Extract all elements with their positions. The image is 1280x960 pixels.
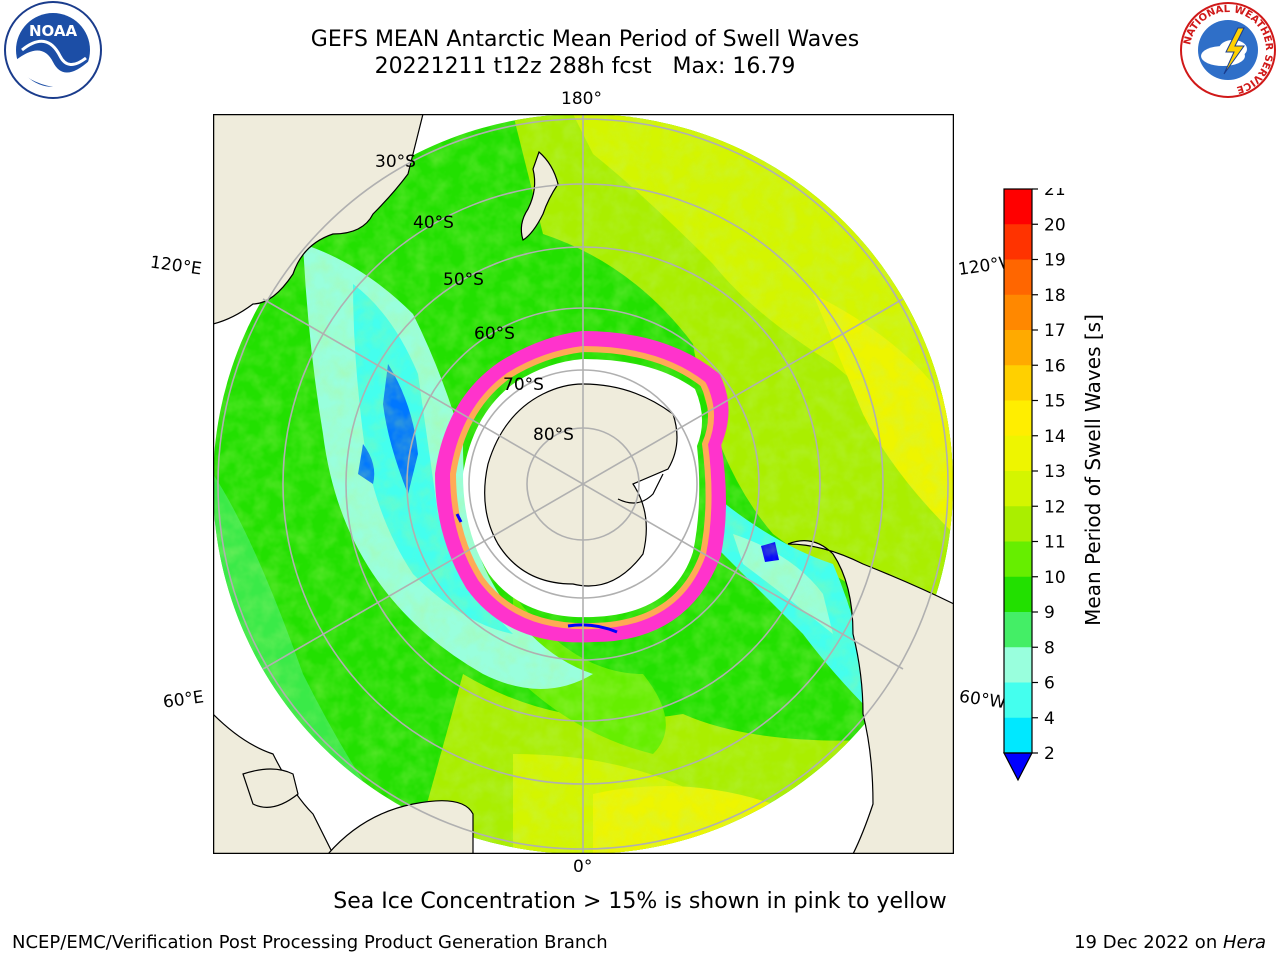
colorbar-ticks: 21 20 19 18 17 16 15 14 13 12 11 10 9 8 6 4 2 [1032,188,1066,764]
lat-label-60s: 60°S [474,324,515,344]
colorbar: 21 20 19 18 17 16 15 14 13 12 11 10 9 8 6 4 2 Mean Perio… [1003,188,1105,782]
colorbar-tick-label: 19 [1044,251,1066,271]
colorbar-swatch [1004,506,1032,542]
colorbar-tick-label: 10 [1044,568,1066,588]
lat-label-50s: 50°S [443,270,484,290]
title-line-2: 20221211 t12z 288h fcst Max: 16.79 [374,54,796,79]
nws-logo: NATIONAL WEATHER SERVICE [1180,2,1276,98]
lon-label-60e: 60°E [161,687,206,713]
colorbar-extend-arrow [1003,752,1033,782]
colorbar-tick-label: 16 [1044,356,1066,376]
colorbar-tick-label: 11 [1044,533,1066,553]
colorbar-tick-label: 14 [1044,427,1066,447]
colorbar-swatches [1004,189,1032,754]
noaa-logo: NOAA [4,1,102,99]
sea-ice-note: Sea Ice Concentration > 15% is shown in … [333,889,947,914]
lat-label-70s: 70°S [503,375,544,395]
graticule [217,114,949,854]
colorbar-tick-label: 12 [1044,497,1066,517]
colorbar-tick-label: 18 [1044,286,1066,306]
colorbar-swatch [1004,576,1032,613]
colorbar-swatch [1004,400,1032,437]
colorbar-tick-label: 9 [1044,603,1055,623]
colorbar-swatch [1004,365,1032,401]
title-line-1: GEFS MEAN Antarctic Mean Period of Swell… [310,27,860,52]
lon-label-120e: 120°E [148,252,203,280]
colorbar-swatch [1004,259,1032,296]
colorbar-swatch [1004,541,1032,578]
colorbar-swatch [1004,471,1032,507]
landmasses [213,114,954,854]
date-line: 19 Dec 2022 on Hera [1074,932,1266,953]
colorbar-swatch [1004,647,1032,683]
colorbar-tick-label: 8 [1044,638,1055,658]
colorbar-tick-label: 13 [1044,462,1066,482]
lon-label-180: 180° [561,89,602,109]
colorbar-swatch [1004,189,1032,225]
colorbar-tick-label: 4 [1044,709,1055,729]
lon-label-0: 0° [573,857,593,877]
polar-map [213,114,954,854]
colorbar-tick-label: 17 [1044,321,1066,341]
colorbar-tick-label: 20 [1044,215,1066,235]
colorbar-tick-label: 2 [1044,744,1055,764]
colorbar-swatch [1004,435,1032,472]
colorbar-tick-label: 6 [1044,674,1055,694]
colorbar-swatch [1004,294,1032,331]
credit-line: NCEP/EMC/Verification Post Processing Pr… [12,932,608,953]
lat-label-40s: 40°S [413,213,454,233]
lat-label-80s: 80°S [533,425,574,445]
date-text: 19 Dec 2022 on [1074,932,1223,953]
noaa-logo-text: NOAA [29,22,78,40]
antarctica [435,331,729,643]
host-name: Hera [1222,932,1266,953]
colorbar-swatch [1004,612,1032,648]
colorbar-tick-label: 15 [1044,392,1066,412]
colorbar-label: Mean Period of Swell Waves [s] [1081,314,1105,626]
colorbar-swatch [1004,717,1032,754]
colorbar-swatch [1004,330,1032,366]
colorbar-swatch [1004,224,1032,260]
lat-label-30s: 30°S [375,152,416,172]
colorbar-swatch [1004,682,1032,719]
colorbar-tick-label: 21 [1044,188,1066,200]
